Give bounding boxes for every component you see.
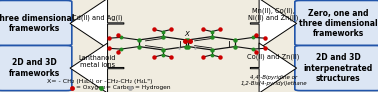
- Text: 2D and 3D
interpenetrated
structures: 2D and 3D interpenetrated structures: [304, 53, 373, 83]
- FancyBboxPatch shape: [295, 0, 378, 46]
- Text: Mn(II), Co(II),
Ni(II) and Zn(II): Mn(II), Co(II), Ni(II) and Zn(II): [248, 7, 299, 21]
- Text: Zero, one and
three dimensional
frameworks: Zero, one and three dimensional framewor…: [299, 9, 378, 38]
- Text: = Hydrogen: = Hydrogen: [135, 85, 170, 90]
- Text: X= - CH₂ (H₄L') or -CH₂-CH₂ (H₄L"): X= - CH₂ (H₄L') or -CH₂-CH₂ (H₄L"): [47, 79, 153, 84]
- Text: Cd(II) and Ag(I): Cd(II) and Ag(I): [72, 15, 122, 21]
- Text: Co(II) and Zn(II): Co(II) and Zn(II): [248, 53, 300, 60]
- Text: = Carbon: = Carbon: [106, 85, 134, 90]
- Text: 4,4'-Bipyridine or
1,2-Bis(4-pyridyl)ethane: 4,4'-Bipyridine or 1,2-Bis(4-pyridyl)eth…: [240, 75, 307, 86]
- Text: = Oxygen: = Oxygen: [76, 85, 106, 90]
- FancyBboxPatch shape: [0, 46, 72, 91]
- Text: Three dimensional
frameworks: Three dimensional frameworks: [0, 14, 74, 33]
- Text: X: X: [185, 31, 189, 37]
- Text: 2D and 3D
frameworks: 2D and 3D frameworks: [8, 58, 60, 78]
- FancyBboxPatch shape: [0, 0, 72, 46]
- Text: Lanthanoid
metal ions: Lanthanoid metal ions: [78, 55, 116, 68]
- FancyBboxPatch shape: [295, 46, 378, 91]
